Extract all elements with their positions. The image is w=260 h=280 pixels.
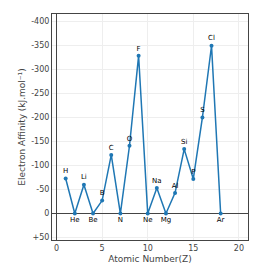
svg-text:Mg: Mg [161,216,171,224]
svg-text:He: He [70,216,80,224]
svg-text:-400: -400 [31,17,49,26]
svg-text:-100: -100 [31,161,49,170]
svg-text:Be: Be [88,216,97,224]
svg-text:0: 0 [44,209,49,218]
svg-text:+50: +50 [33,233,50,242]
svg-text:20: 20 [234,244,244,253]
svg-text:Ar: Ar [217,216,225,224]
svg-text:F: F [137,45,141,53]
svg-text:Cl: Cl [208,34,215,42]
svg-text:Si: Si [181,138,187,146]
svg-text:-250: -250 [31,89,49,98]
svg-text:B: B [100,189,105,197]
svg-text:-350: -350 [31,41,49,50]
svg-text:-300: -300 [31,65,49,74]
svg-text:-200: -200 [31,113,49,122]
svg-text:Atomic Number(Z): Atomic Number(Z) [108,254,191,264]
svg-text:Li: Li [81,173,87,181]
svg-text:C: C [109,144,114,152]
svg-text:Na: Na [152,177,162,185]
svg-text:Al: Al [172,182,179,190]
svg-text:Electron Affinity (kJ.mol⁻¹): Electron Affinity (kJ.mol⁻¹) [17,68,27,185]
svg-text:5: 5 [100,244,105,253]
svg-text:O: O [127,135,133,143]
svg-text:P: P [191,168,195,176]
svg-text:15: 15 [188,244,198,253]
svg-text:S: S [200,106,205,114]
svg-text:0: 0 [54,244,59,253]
svg-text:10: 10 [143,244,153,253]
svg-text:Ne: Ne [143,216,153,224]
svg-text:-150: -150 [31,137,49,146]
svg-text:H: H [63,167,68,175]
svg-text:-50: -50 [36,185,49,194]
svg-text:N: N [118,216,123,224]
